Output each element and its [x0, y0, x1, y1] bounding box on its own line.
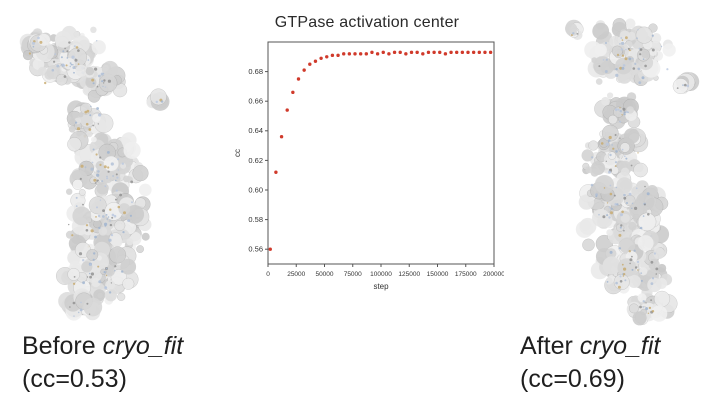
- caption-before: Before cryo_fit (cc=0.53): [22, 330, 183, 396]
- svg-text:0.68: 0.68: [248, 67, 263, 76]
- svg-text:0.64: 0.64: [248, 126, 263, 135]
- caption-after-program: cryo_fit: [579, 332, 661, 360]
- caption-after-cc: (cc=0.69): [520, 365, 625, 393]
- svg-text:0.66: 0.66: [248, 97, 263, 106]
- caption-before-prefix: Before: [22, 332, 103, 360]
- svg-text:0.62: 0.62: [248, 156, 263, 165]
- svg-text:125000: 125000: [398, 271, 420, 278]
- caption-before-cc: (cc=0.53): [22, 365, 127, 393]
- scatter-plot: 0.56 0.58 0.60 0.62 0.64 0.66 0.68 0 25000 50000 7…: [233, 41, 505, 291]
- caption-before-program: cryo_fit: [102, 332, 184, 360]
- svg-text:50000: 50000: [315, 271, 333, 278]
- caption-after-prefix: After: [520, 332, 580, 360]
- svg-text:25000: 25000: [287, 271, 305, 278]
- svg-text:0.60: 0.60: [248, 185, 263, 194]
- svg-text:step: step: [373, 282, 389, 291]
- caption-before-title: Before cryo_fit: [22, 330, 183, 363]
- svg-text:100000: 100000: [370, 271, 392, 278]
- density-map-before: [19, 25, 170, 321]
- svg-text:0.58: 0.58: [248, 215, 263, 224]
- density-map-after: [565, 17, 700, 326]
- caption-after-title: After cryo_fit: [520, 330, 660, 363]
- caption-after: After cryo_fit (cc=0.69): [520, 330, 660, 396]
- svg-text:200000: 200000: [483, 271, 504, 278]
- chart-gtpase: GTPase activation center 0.56 0.58 0.60 0.6…: [230, 14, 505, 306]
- svg-text:0.56: 0.56: [248, 245, 263, 254]
- svg-text:0: 0: [266, 271, 270, 278]
- svg-text:175000: 175000: [455, 271, 477, 278]
- svg-text:cc: cc: [233, 149, 242, 157]
- svg-text:150000: 150000: [427, 271, 449, 278]
- chart-title: GTPase activation center: [274, 14, 460, 31]
- svg-text:75000: 75000: [344, 271, 362, 278]
